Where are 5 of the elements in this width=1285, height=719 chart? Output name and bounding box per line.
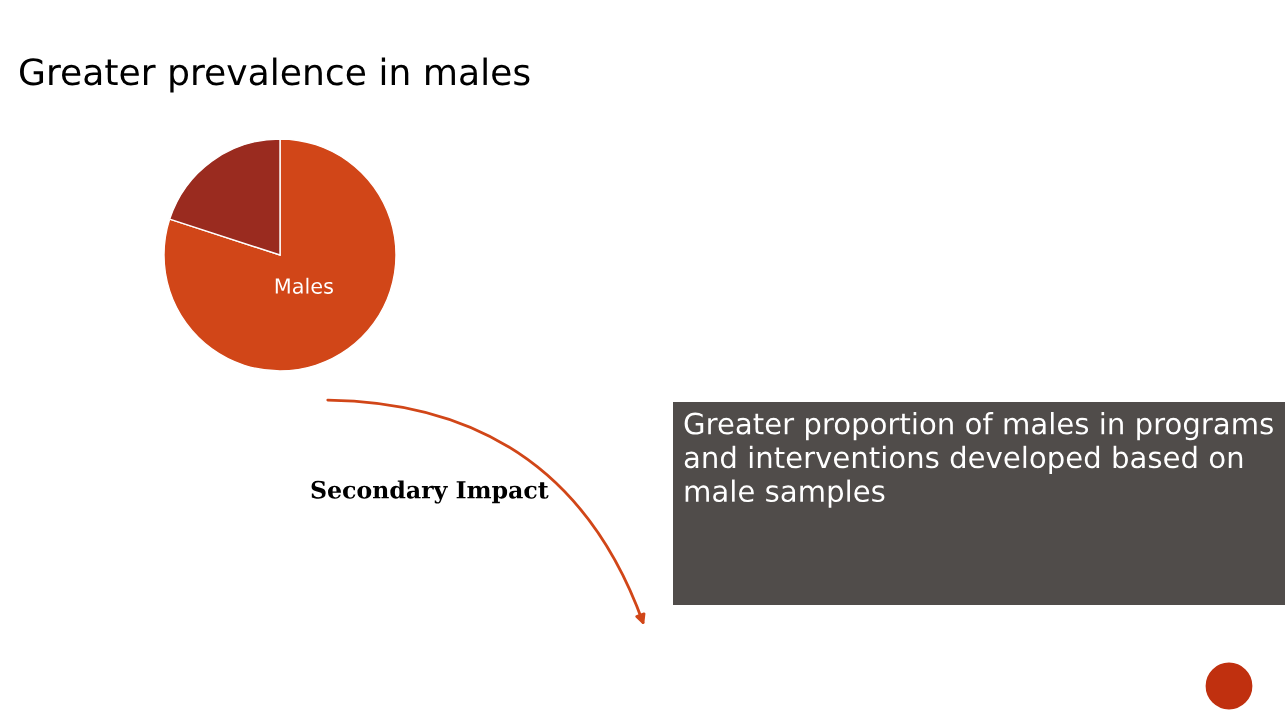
chart-title: Greater prevalence in males <box>20 57 530 93</box>
text: Greater proportion of males in programs and interventions developed based on male samples <box>684 412 1273 508</box>
slice-label: Males <box>275 277 333 294</box>
pie-slice <box>163 138 397 372</box>
text: Secondary Impact <box>311 480 549 504</box>
